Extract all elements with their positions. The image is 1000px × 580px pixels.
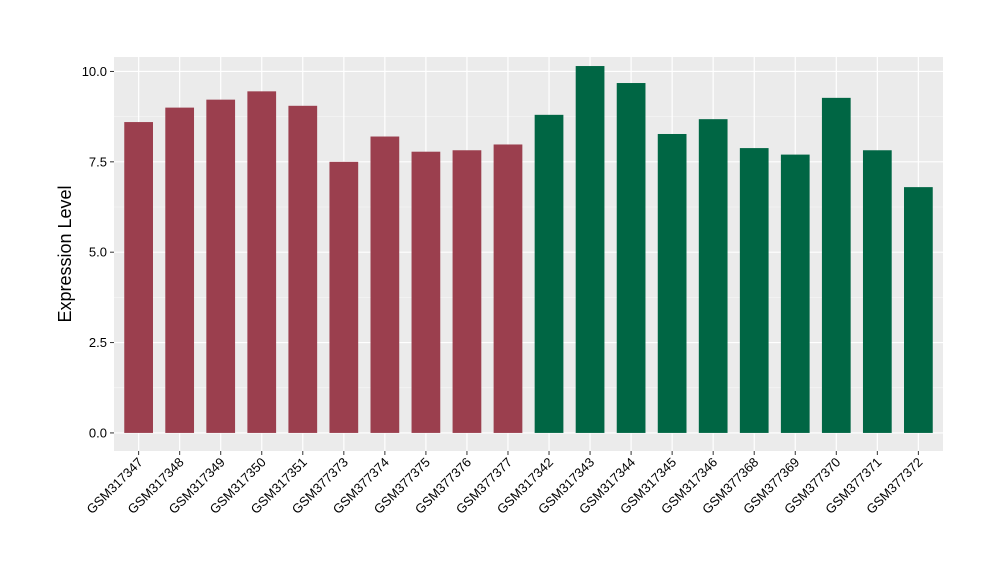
bar-GSM317342	[534, 114, 564, 433]
bar-GSM317347	[124, 122, 153, 433]
bar-GSM317349	[206, 99, 236, 433]
bar-GSM377376	[452, 150, 482, 433]
y-tick-label: 0.0	[89, 425, 107, 440]
bar-GSM377374	[370, 136, 400, 433]
bar-GSM377373	[329, 161, 359, 433]
bar-GSM317345	[657, 133, 687, 433]
y-tick-label: 10.0	[82, 64, 107, 79]
bar-GSM317350	[247, 91, 277, 433]
y-tick-label: 2.5	[89, 335, 107, 350]
bar-GSM317351	[288, 105, 318, 433]
y-axis: 0.0 2.5 5.0 7.5 10.0	[82, 64, 114, 440]
bar-GSM377372	[904, 187, 933, 433]
bar-GSM377369	[780, 154, 810, 433]
plot-panel	[114, 57, 943, 451]
bar-GSM377371	[862, 150, 892, 433]
bar-GSM377375	[411, 151, 441, 433]
y-axis-title: Expression Level	[55, 185, 75, 322]
bar-GSM317343	[575, 66, 605, 433]
bars	[124, 66, 933, 433]
y-tick-label: 7.5	[89, 154, 107, 169]
bar-GSM317346	[698, 119, 728, 433]
bar-GSM377368	[739, 148, 769, 433]
bar-GSM317348	[165, 107, 195, 433]
x-axis: GSM317347GSM317348GSM317349GSM317350GSM3…	[84, 451, 926, 517]
bar-GSM377370	[821, 97, 851, 433]
y-tick-label: 5.0	[89, 245, 107, 260]
bar-GSM317344	[616, 83, 646, 433]
bar-GSM377377	[493, 144, 523, 433]
